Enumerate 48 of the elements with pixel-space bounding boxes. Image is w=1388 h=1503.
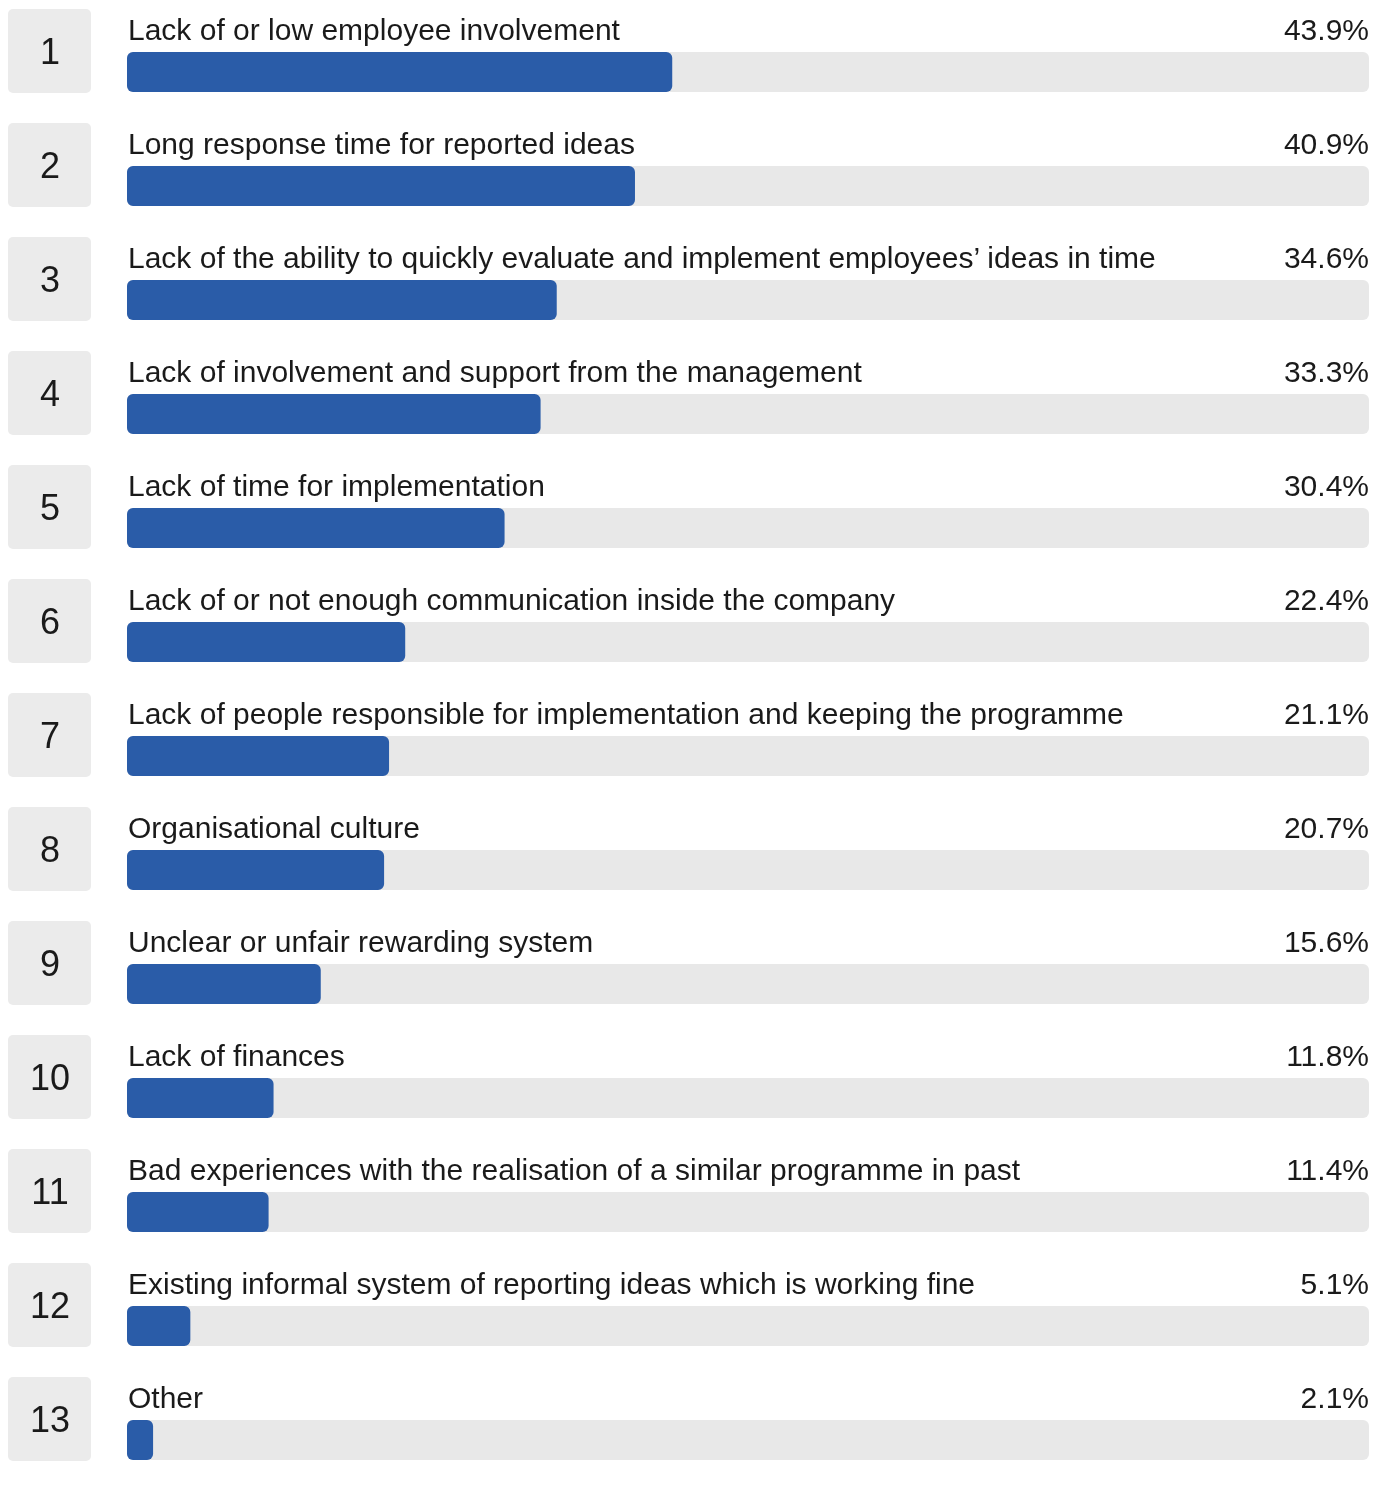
y-tick-label: Other xyxy=(128,1380,204,1414)
text: 9 xyxy=(39,942,61,984)
y-tick-label: Unclear or unfair rewarding system xyxy=(128,924,594,958)
y-tick-label: Lack of the ability to quickly evaluate and implement employees’ ideas in time xyxy=(128,240,1156,274)
text: 11 xyxy=(31,1170,69,1212)
bar xyxy=(127,1078,274,1118)
bar xyxy=(127,736,390,776)
text: 2 xyxy=(39,144,61,186)
text: 4 xyxy=(39,372,61,414)
data-label: 22.4% xyxy=(1283,582,1369,616)
y-tick-label: Lack of time for implementation xyxy=(128,468,545,502)
y-tick-label: Long response time for reported ideas xyxy=(128,126,635,160)
y-tick-label: Organisational culture xyxy=(128,810,420,844)
y-tick-label: Bad experiences with the realisation of a similar programme in past xyxy=(128,1152,1021,1186)
text: 8 xyxy=(39,828,61,870)
data-label: 30.4% xyxy=(1283,468,1369,502)
data-label: 43.9% xyxy=(1283,12,1369,46)
data-label: 20.7% xyxy=(1283,810,1369,844)
bar xyxy=(127,622,406,662)
text: 12 xyxy=(29,1284,71,1326)
bar xyxy=(127,508,505,548)
bar xyxy=(127,1420,154,1460)
text: 3 xyxy=(39,258,61,300)
y-tick-label: Lack of or not enough communication inside the company xyxy=(128,582,896,616)
y-tick-label: Lack of people responsible for implementation and keeping the programme xyxy=(128,696,1124,730)
bar xyxy=(127,850,385,890)
text: 7 xyxy=(39,714,61,756)
data-label: 34.6% xyxy=(1283,240,1369,274)
y-tick-label: Lack of finances xyxy=(128,1038,345,1072)
data-label: 5.1% xyxy=(1300,1266,1369,1300)
data-label: 40.9% xyxy=(1283,126,1369,160)
text: 5 xyxy=(39,486,61,528)
text: 1 xyxy=(39,30,61,72)
data-label: 15.6% xyxy=(1283,924,1369,958)
data-label: 2.1% xyxy=(1300,1380,1369,1414)
data-label: 11.4% xyxy=(1286,1152,1369,1186)
bar xyxy=(127,1192,269,1232)
bar xyxy=(127,964,321,1004)
text: 10 xyxy=(29,1056,71,1098)
y-tick-label: Lack of or low employee involvement xyxy=(128,12,621,46)
data-label: 11.8% xyxy=(1286,1038,1369,1072)
data-label: 21.1% xyxy=(1283,696,1369,730)
bar xyxy=(127,1306,191,1346)
text: 13 xyxy=(29,1398,71,1440)
y-tick-label: Lack of involvement and support from the management xyxy=(128,354,863,388)
data-label: 33.3% xyxy=(1283,354,1369,388)
y-tick-label: Existing informal system of reporting ideas which is working fine xyxy=(128,1266,976,1300)
text: 6 xyxy=(39,600,61,642)
